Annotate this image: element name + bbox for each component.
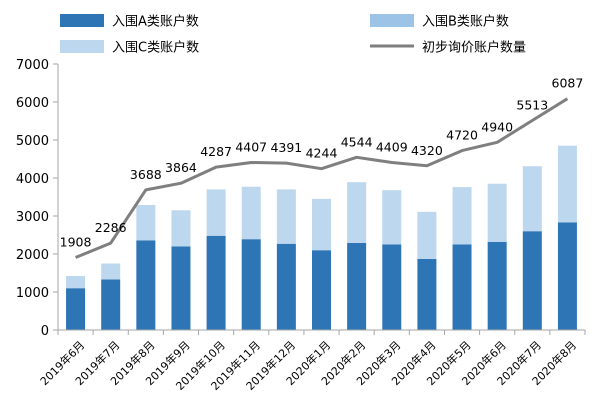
data-label: 1908 <box>60 234 92 249</box>
bar-segment <box>557 145 577 223</box>
data-label: 4320 <box>411 143 443 158</box>
bar-segment <box>101 263 121 280</box>
bar-segment <box>452 244 472 330</box>
legend-swatch <box>60 14 104 27</box>
data-label: 4391 <box>270 140 302 155</box>
legend-item: 入围A类账户数 <box>60 14 199 30</box>
bar-segment <box>382 190 402 245</box>
y-tick-label: 4000 <box>16 172 49 187</box>
bar-segment <box>487 183 507 242</box>
bar-segment <box>347 182 367 243</box>
y-tick-label: 7000 <box>16 58 49 73</box>
legend-swatch <box>370 14 414 27</box>
bar-segment <box>206 235 226 330</box>
y-tick-label: 5000 <box>16 134 49 149</box>
bar-segment <box>276 189 296 244</box>
legend-item: 入围B类账户数 <box>370 14 509 30</box>
bar-segment <box>382 244 402 330</box>
data-label: 4409 <box>376 139 408 154</box>
line-path <box>75 97 569 259</box>
data-label: 4720 <box>446 128 478 143</box>
bar-segment <box>522 231 542 330</box>
bar-segment <box>206 189 226 236</box>
data-label: 6087 <box>552 76 584 91</box>
bar-segment <box>66 288 86 330</box>
legend-label: 初步询价账户数量 <box>422 40 526 56</box>
y-tick-label: 1000 <box>16 286 49 301</box>
y-tick-label: 3000 <box>16 210 49 225</box>
bar-segment <box>101 279 121 330</box>
y-tick-label: 0 <box>41 324 49 339</box>
x-axis: 2019年6月2019年7月2019年8月2019年9月2019年10月2019… <box>37 329 586 393</box>
legend-label: 入围A类账户数 <box>112 14 199 30</box>
bar-segment <box>276 243 296 330</box>
legend-label: 入围B类账户数 <box>422 14 509 30</box>
bar-segment <box>171 210 191 247</box>
y-tick-label: 2000 <box>16 248 49 263</box>
bar-segment <box>522 166 542 232</box>
y-axis: 0 1000 2000 3000 4000 5000 6000 7000 <box>16 58 59 339</box>
data-label: 4244 <box>306 146 338 161</box>
bar-segment <box>417 258 437 330</box>
bar-segment <box>66 276 86 289</box>
bar-segment <box>241 239 261 330</box>
bar-segment <box>557 222 577 330</box>
y-tick-label: 6000 <box>16 96 49 111</box>
legend-swatch <box>60 40 104 53</box>
data-label: 3864 <box>165 160 197 175</box>
data-label: 4544 <box>341 134 373 149</box>
data-label: 3688 <box>130 167 162 182</box>
legend-label: 入围C类账户数 <box>112 40 199 56</box>
bar-segment <box>347 242 367 330</box>
legend-item: 入围C类账户数 <box>60 40 199 56</box>
bar-segment <box>452 187 472 245</box>
data-label: 4287 <box>200 144 232 159</box>
bar-segment <box>312 198 331 251</box>
bar-segment <box>312 250 331 330</box>
bar-segment <box>136 240 156 330</box>
bars <box>66 145 577 330</box>
data-label: 5513 <box>516 98 548 113</box>
data-label: 2286 <box>95 220 127 235</box>
legend-item: 初步询价账户数量 <box>370 40 526 56</box>
bar-segment <box>487 241 507 330</box>
data-label: 4407 <box>235 140 267 155</box>
bar-segment <box>417 211 437 259</box>
bar-segment <box>136 204 156 241</box>
bar-segment <box>241 186 261 240</box>
data-label: 4940 <box>481 119 513 134</box>
bar-segment <box>171 246 191 330</box>
